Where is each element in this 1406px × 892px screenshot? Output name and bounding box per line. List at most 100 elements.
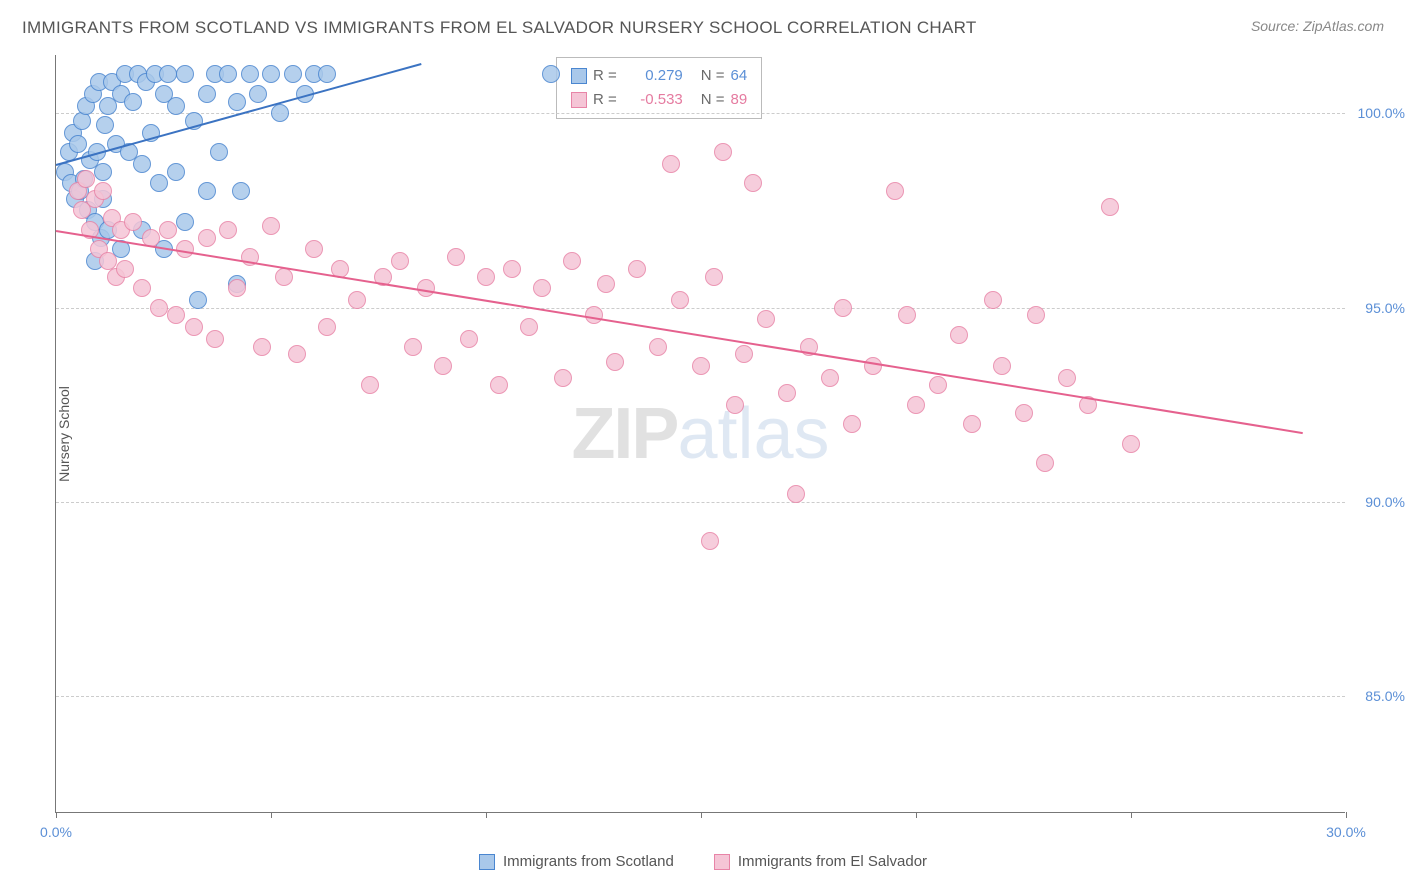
data-point <box>434 357 452 375</box>
data-point <box>735 345 753 363</box>
stats-legend: R =0.279N =64R =-0.533N =89 <box>556 57 762 119</box>
legend-swatch <box>479 854 495 870</box>
bottom-legend-item: Immigrants from Scotland <box>479 853 674 870</box>
legend-label: Immigrants from El Salvador <box>738 853 927 870</box>
r-value: -0.533 <box>623 88 683 112</box>
data-point <box>1122 435 1140 453</box>
watermark-part1: ZIP <box>571 394 677 474</box>
legend-swatch <box>571 68 587 84</box>
data-point <box>69 135 87 153</box>
data-point <box>542 65 560 83</box>
data-point <box>284 65 302 83</box>
data-point <box>963 415 981 433</box>
data-point <box>714 143 732 161</box>
legend-swatch <box>571 92 587 108</box>
n-label: N = <box>701 64 725 88</box>
data-point <box>288 345 306 363</box>
r-value: 0.279 <box>623 64 683 88</box>
data-point <box>167 97 185 115</box>
y-tick-label: 100.0% <box>1350 105 1405 121</box>
data-point <box>744 174 762 192</box>
data-point <box>649 338 667 356</box>
plot-area: Nursery School ZIPatlas R =0.279N =64R =… <box>55 55 1345 813</box>
data-point <box>628 260 646 278</box>
stats-legend-row: R =-0.533 N =89 <box>571 88 747 112</box>
x-tick <box>701 812 702 818</box>
bottom-legend: Immigrants from Scotland Immigrants from … <box>0 853 1406 870</box>
data-point <box>864 357 882 375</box>
data-point <box>198 229 216 247</box>
data-point <box>898 306 916 324</box>
data-point <box>490 376 508 394</box>
data-point <box>1036 454 1054 472</box>
trend-line <box>56 230 1303 434</box>
data-point <box>159 65 177 83</box>
data-point <box>701 532 719 550</box>
data-point <box>124 93 142 111</box>
data-point <box>1027 306 1045 324</box>
r-label: R = <box>593 88 617 112</box>
data-point <box>219 221 237 239</box>
data-point <box>198 182 216 200</box>
data-point <box>907 396 925 414</box>
data-point <box>73 112 91 130</box>
data-point <box>447 248 465 266</box>
data-point <box>1058 369 1076 387</box>
gridline <box>56 502 1345 503</box>
data-point <box>116 260 134 278</box>
data-point <box>133 279 151 297</box>
data-point <box>843 415 861 433</box>
data-point <box>185 318 203 336</box>
data-point <box>232 182 250 200</box>
data-point <box>275 268 293 286</box>
stats-legend-row: R =0.279N =64 <box>571 64 747 88</box>
data-point <box>167 306 185 324</box>
n-value: 89 <box>731 88 748 112</box>
data-point <box>1015 404 1033 422</box>
data-point <box>477 268 495 286</box>
r-label: R = <box>593 64 617 88</box>
data-point <box>210 143 228 161</box>
chart-title: IMMIGRANTS FROM SCOTLAND VS IMMIGRANTS F… <box>22 18 977 38</box>
y-tick-label: 95.0% <box>1350 300 1405 316</box>
data-point <box>318 65 336 83</box>
data-point <box>692 357 710 375</box>
data-point <box>94 182 112 200</box>
data-point <box>726 396 744 414</box>
data-point <box>262 65 280 83</box>
data-point <box>241 65 259 83</box>
data-point <box>133 155 151 173</box>
data-point <box>662 155 680 173</box>
data-point <box>305 240 323 258</box>
bottom-legend-item: Immigrants from El Salvador <box>714 853 927 870</box>
data-point <box>96 116 114 134</box>
data-point <box>94 163 112 181</box>
x-tick <box>56 812 57 818</box>
watermark: ZIPatlas <box>571 393 829 475</box>
x-tick-label: 30.0% <box>1326 824 1366 840</box>
data-point <box>503 260 521 278</box>
watermark-part2: atlas <box>677 394 829 474</box>
x-tick <box>916 812 917 818</box>
data-point <box>228 93 246 111</box>
y-tick-label: 90.0% <box>1350 494 1405 510</box>
x-tick <box>1346 812 1347 818</box>
data-point <box>249 85 267 103</box>
data-point <box>228 279 246 297</box>
data-point <box>787 485 805 503</box>
data-point <box>404 338 422 356</box>
data-point <box>563 252 581 270</box>
data-point <box>150 174 168 192</box>
data-point <box>361 376 379 394</box>
data-point <box>597 275 615 293</box>
data-point <box>821 369 839 387</box>
legend-swatch <box>714 854 730 870</box>
source-attribution: Source: ZipAtlas.com <box>1251 18 1384 34</box>
n-label: N = <box>701 88 725 112</box>
data-point <box>348 291 366 309</box>
data-point <box>984 291 1002 309</box>
data-point <box>318 318 336 336</box>
legend-label: Immigrants from Scotland <box>503 853 674 870</box>
y-axis-title: Nursery School <box>56 386 72 482</box>
data-point <box>520 318 538 336</box>
